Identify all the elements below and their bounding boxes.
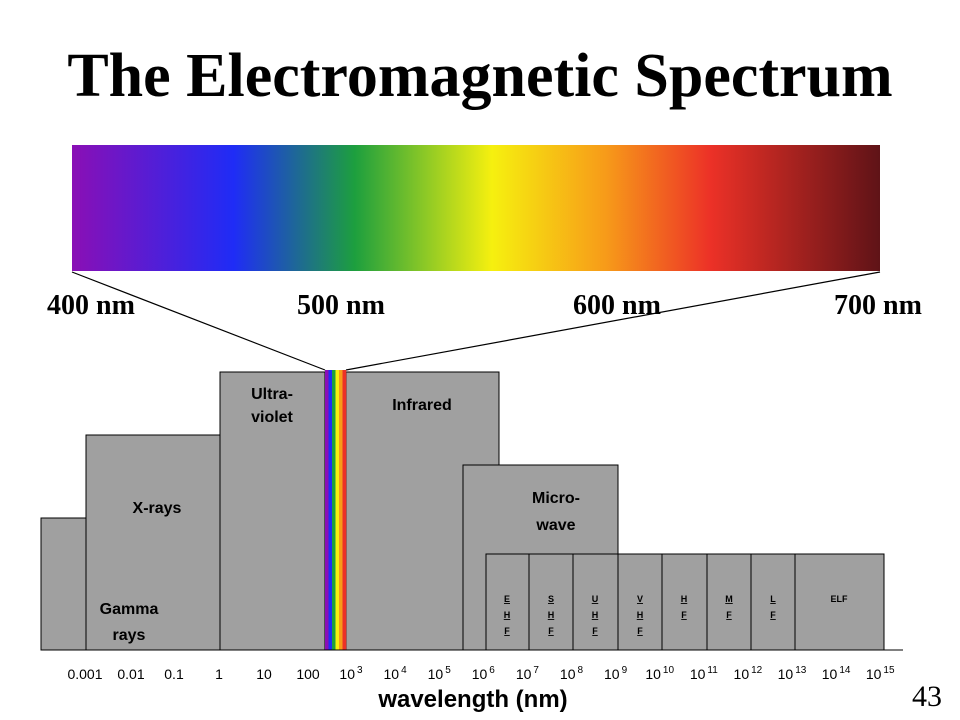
radio-band-letter: M (725, 594, 733, 604)
infrared-label: Infrared (392, 397, 452, 414)
visible-strip-band (325, 370, 329, 650)
radio-band-letter: U (592, 594, 599, 604)
axis-tick-label-power: 10 4 (384, 665, 408, 682)
radio-band-letter: H (504, 610, 511, 620)
axis-tick-label-power: 10 15 (866, 665, 895, 682)
axis-tick-label-power: 10 3 (339, 665, 363, 682)
radio-band-letter: ELF (831, 594, 849, 604)
radio-band-uhf (572, 553, 619, 651)
axis-tick-label-power: 10 12 (734, 665, 763, 682)
tick-exponent: 12 (751, 665, 763, 676)
axis-tick-label-power: 10 9 (604, 665, 628, 682)
radio-band-letter: H (681, 594, 688, 604)
page-number: 43 (912, 680, 942, 713)
tick-exponent: 6 (489, 665, 495, 676)
slide-title: The Electromagnetic Spectrum (67, 42, 893, 110)
zoom-line-right (345, 271, 881, 371)
radio-band-letter: F (637, 626, 643, 636)
axis-tick-label-power: 10 11 (690, 665, 718, 682)
tick-base: 10 (560, 666, 576, 682)
tick-base: 10 (604, 666, 620, 682)
visible-strip-band (339, 370, 343, 650)
ultraviolet-block (219, 371, 326, 651)
radio-band-letter: S (548, 594, 554, 604)
radio-band-letter: H (592, 610, 599, 620)
axis-tick-label: 100 (296, 666, 320, 682)
radio-band-letter: E (504, 594, 510, 604)
tick-exponent: 9 (622, 665, 628, 676)
gamma-rays-block (40, 517, 87, 651)
zoom-line-left (71, 271, 326, 371)
radio-band-letter: F (504, 626, 510, 636)
xrays-label: X-rays (133, 500, 182, 517)
tick-exponent: 11 (707, 665, 718, 676)
radio-band-letter: H (637, 610, 644, 620)
axis-tick-label: 0.1 (164, 666, 184, 682)
tick-exponent: 15 (883, 665, 895, 676)
tick-base: 10 (690, 666, 706, 682)
axis-tick-label-power: 10 14 (822, 665, 851, 682)
axis-tick-label-power: 10 6 (472, 665, 496, 682)
axis-tick-label-power: 10 7 (516, 665, 540, 682)
tick-base: 10 (472, 666, 488, 682)
ultraviolet-label-line1: Ultra- (251, 386, 293, 403)
tick-base: 10 (866, 666, 882, 682)
radio-band-letter: L (770, 594, 776, 604)
tick-exponent: 8 (578, 665, 584, 676)
radio-band-letter: V (637, 594, 643, 604)
visible-light-strip (325, 370, 347, 650)
microwave-label-line2: wave (535, 517, 575, 534)
visible-strip-band (332, 370, 336, 650)
tick-base: 10 (516, 666, 532, 682)
radio-band-mf (706, 553, 752, 651)
axis-tick-label: 1 (215, 666, 223, 682)
radio-band-letter: F (548, 626, 554, 636)
radio-band-letter: F (770, 610, 776, 620)
radio-band-letter: F (592, 626, 598, 636)
label-600nm: 600 nm (573, 290, 661, 321)
tick-exponent: 10 (663, 665, 675, 676)
xrays-block (85, 434, 221, 651)
label-700nm: 700 nm (834, 290, 922, 321)
axis-tick-label-power: 10 8 (560, 665, 584, 682)
tick-base: 10 (384, 666, 400, 682)
axis-label: wavelength (nm) (377, 686, 567, 713)
radio-band-elf (794, 553, 885, 651)
tick-base: 10 (778, 666, 794, 682)
tick-base: 10 (428, 666, 444, 682)
gamma-label-line1: Gamma (100, 601, 159, 618)
radio-band-vhf (617, 553, 663, 651)
tick-exponent: 4 (401, 665, 407, 676)
label-400nm: 400 nm (47, 290, 135, 321)
axis-tick-label: 0.001 (67, 666, 102, 682)
tick-base: 10 (822, 666, 838, 682)
axis-tick-label: 0.01 (117, 666, 144, 682)
axis-tick-label-power: 10 13 (778, 665, 807, 682)
tick-exponent: 3 (357, 665, 363, 676)
label-500nm: 500 nm (297, 290, 385, 321)
axis-tick-label-power: 10 10 (645, 665, 674, 682)
visible-strip-band (335, 370, 340, 650)
ultraviolet-label-line2: violet (251, 409, 293, 426)
axis-tick-label-power: 10 5 (428, 665, 452, 682)
tick-exponent: 7 (533, 665, 539, 676)
gamma-label-line2: rays (113, 627, 146, 644)
tick-base: 10 (734, 666, 750, 682)
tick-base: 10 (645, 666, 661, 682)
axis-tick-label: 10 (256, 666, 272, 682)
tick-exponent: 14 (839, 665, 851, 676)
radio-band-letter: F (726, 610, 732, 620)
radio-band-hf (661, 553, 708, 651)
tick-exponent: 5 (445, 665, 451, 676)
radio-band-letter: H (548, 610, 555, 620)
visible-strip-band (328, 370, 333, 650)
tick-base: 10 (339, 666, 355, 682)
visible-strip-band (342, 370, 347, 650)
visible-spectrum-bar (72, 145, 880, 271)
microwave-label-line1: Micro- (532, 490, 580, 507)
radio-band-letter: F (681, 610, 687, 620)
tick-exponent: 13 (795, 665, 807, 676)
